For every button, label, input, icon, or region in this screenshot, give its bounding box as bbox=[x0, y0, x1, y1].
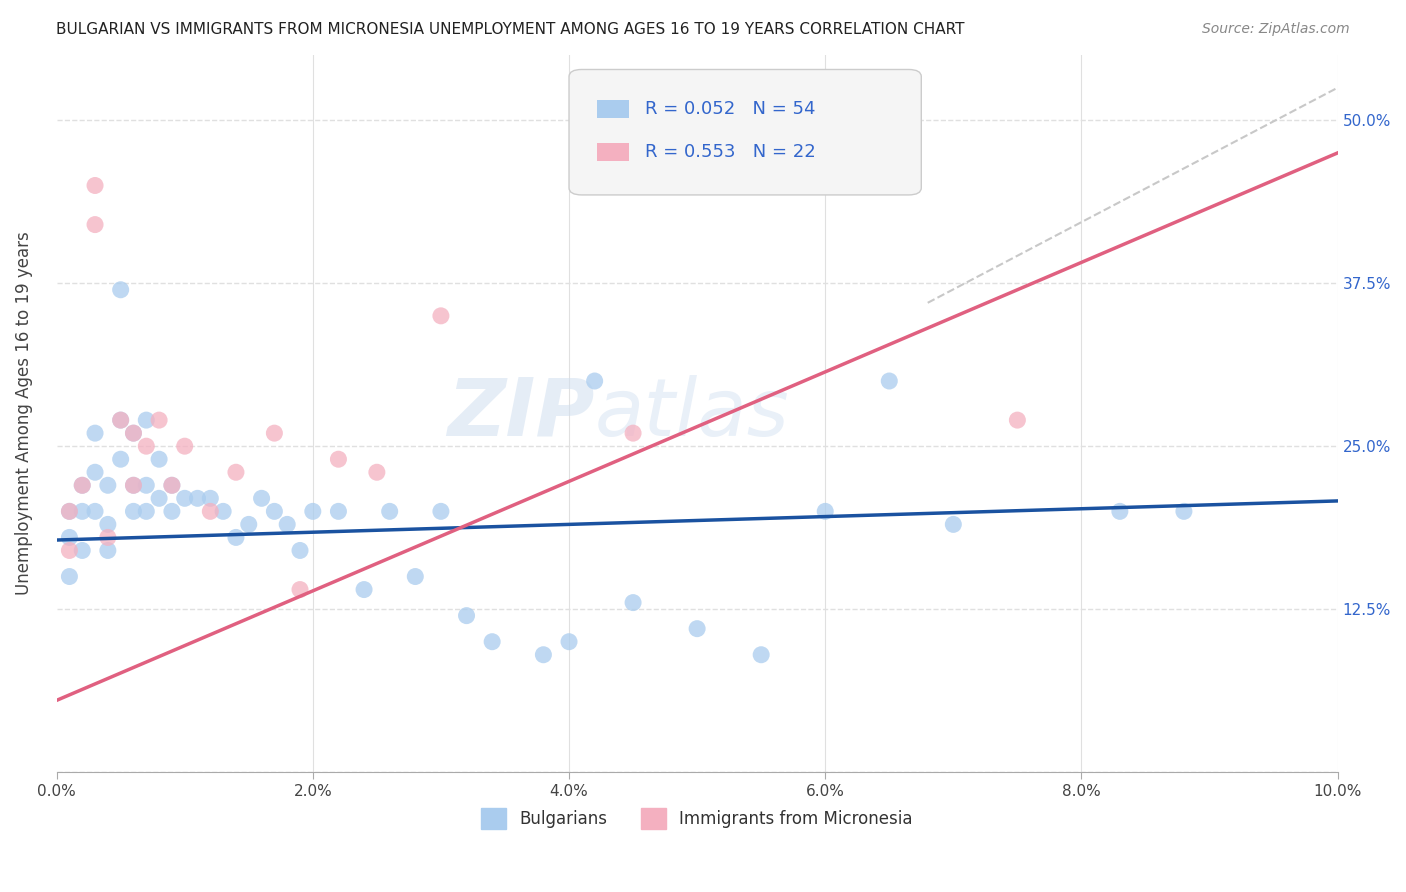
Point bbox=[84, 465, 107, 479]
Point bbox=[173, 439, 195, 453]
Point bbox=[148, 491, 170, 506]
Point bbox=[238, 517, 260, 532]
Point bbox=[263, 426, 285, 441]
Point bbox=[148, 413, 170, 427]
Point bbox=[276, 517, 298, 532]
Point bbox=[173, 491, 195, 506]
Point bbox=[135, 413, 157, 427]
FancyBboxPatch shape bbox=[598, 100, 630, 118]
Point bbox=[110, 413, 132, 427]
Text: Source: ZipAtlas.com: Source: ZipAtlas.com bbox=[1202, 22, 1350, 37]
Point bbox=[225, 530, 247, 544]
Point bbox=[430, 309, 453, 323]
Point bbox=[430, 504, 453, 518]
Point bbox=[328, 504, 350, 518]
Point bbox=[160, 504, 183, 518]
Point bbox=[122, 426, 145, 441]
Point bbox=[301, 504, 323, 518]
Point bbox=[84, 426, 107, 441]
Legend: Bulgarians, Immigrants from Micronesia: Bulgarians, Immigrants from Micronesia bbox=[475, 802, 920, 836]
Point bbox=[814, 504, 837, 518]
Point bbox=[558, 634, 581, 648]
Point bbox=[877, 374, 900, 388]
Point bbox=[378, 504, 401, 518]
Point bbox=[328, 452, 350, 467]
Point bbox=[135, 439, 157, 453]
FancyBboxPatch shape bbox=[598, 143, 630, 161]
Point bbox=[122, 426, 145, 441]
Point bbox=[481, 634, 503, 648]
Point bbox=[200, 491, 222, 506]
Point bbox=[621, 426, 644, 441]
Point bbox=[200, 504, 222, 518]
Point bbox=[84, 504, 107, 518]
Text: R = 0.052   N = 54: R = 0.052 N = 54 bbox=[644, 100, 815, 118]
Point bbox=[212, 504, 235, 518]
Y-axis label: Unemployment Among Ages 16 to 19 years: Unemployment Among Ages 16 to 19 years bbox=[15, 232, 32, 596]
Point bbox=[456, 608, 478, 623]
Point bbox=[353, 582, 375, 597]
Point bbox=[186, 491, 208, 506]
Point bbox=[97, 530, 120, 544]
FancyBboxPatch shape bbox=[569, 70, 921, 195]
Text: ZIP: ZIP bbox=[447, 375, 595, 452]
Point bbox=[1007, 413, 1029, 427]
Text: atlas: atlas bbox=[595, 375, 789, 452]
Text: BULGARIAN VS IMMIGRANTS FROM MICRONESIA UNEMPLOYMENT AMONG AGES 16 TO 19 YEARS C: BULGARIAN VS IMMIGRANTS FROM MICRONESIA … bbox=[56, 22, 965, 37]
Point bbox=[160, 478, 183, 492]
Point bbox=[366, 465, 388, 479]
Point bbox=[135, 478, 157, 492]
Point bbox=[97, 543, 120, 558]
Point bbox=[942, 517, 965, 532]
Point bbox=[686, 622, 709, 636]
Point bbox=[110, 283, 132, 297]
Point bbox=[288, 543, 311, 558]
Point bbox=[1173, 504, 1195, 518]
Point bbox=[122, 504, 145, 518]
Point bbox=[122, 478, 145, 492]
Point bbox=[58, 569, 80, 583]
Point bbox=[84, 218, 107, 232]
Point bbox=[58, 543, 80, 558]
Point bbox=[263, 504, 285, 518]
Point bbox=[110, 452, 132, 467]
Point bbox=[58, 504, 80, 518]
Point bbox=[250, 491, 273, 506]
Point bbox=[70, 478, 93, 492]
Point bbox=[70, 504, 93, 518]
Point bbox=[122, 478, 145, 492]
Point bbox=[148, 452, 170, 467]
Point bbox=[225, 465, 247, 479]
Point bbox=[1108, 504, 1130, 518]
Point bbox=[749, 648, 772, 662]
Point bbox=[621, 596, 644, 610]
Point bbox=[404, 569, 426, 583]
Point bbox=[70, 543, 93, 558]
Text: R = 0.553   N = 22: R = 0.553 N = 22 bbox=[644, 143, 815, 161]
Point bbox=[97, 478, 120, 492]
Point bbox=[58, 504, 80, 518]
Point bbox=[288, 582, 311, 597]
Point bbox=[531, 648, 554, 662]
Point bbox=[58, 530, 80, 544]
Point bbox=[84, 178, 107, 193]
Point bbox=[583, 374, 606, 388]
Point bbox=[160, 478, 183, 492]
Point bbox=[97, 517, 120, 532]
Point bbox=[70, 478, 93, 492]
Point bbox=[135, 504, 157, 518]
Point bbox=[110, 413, 132, 427]
